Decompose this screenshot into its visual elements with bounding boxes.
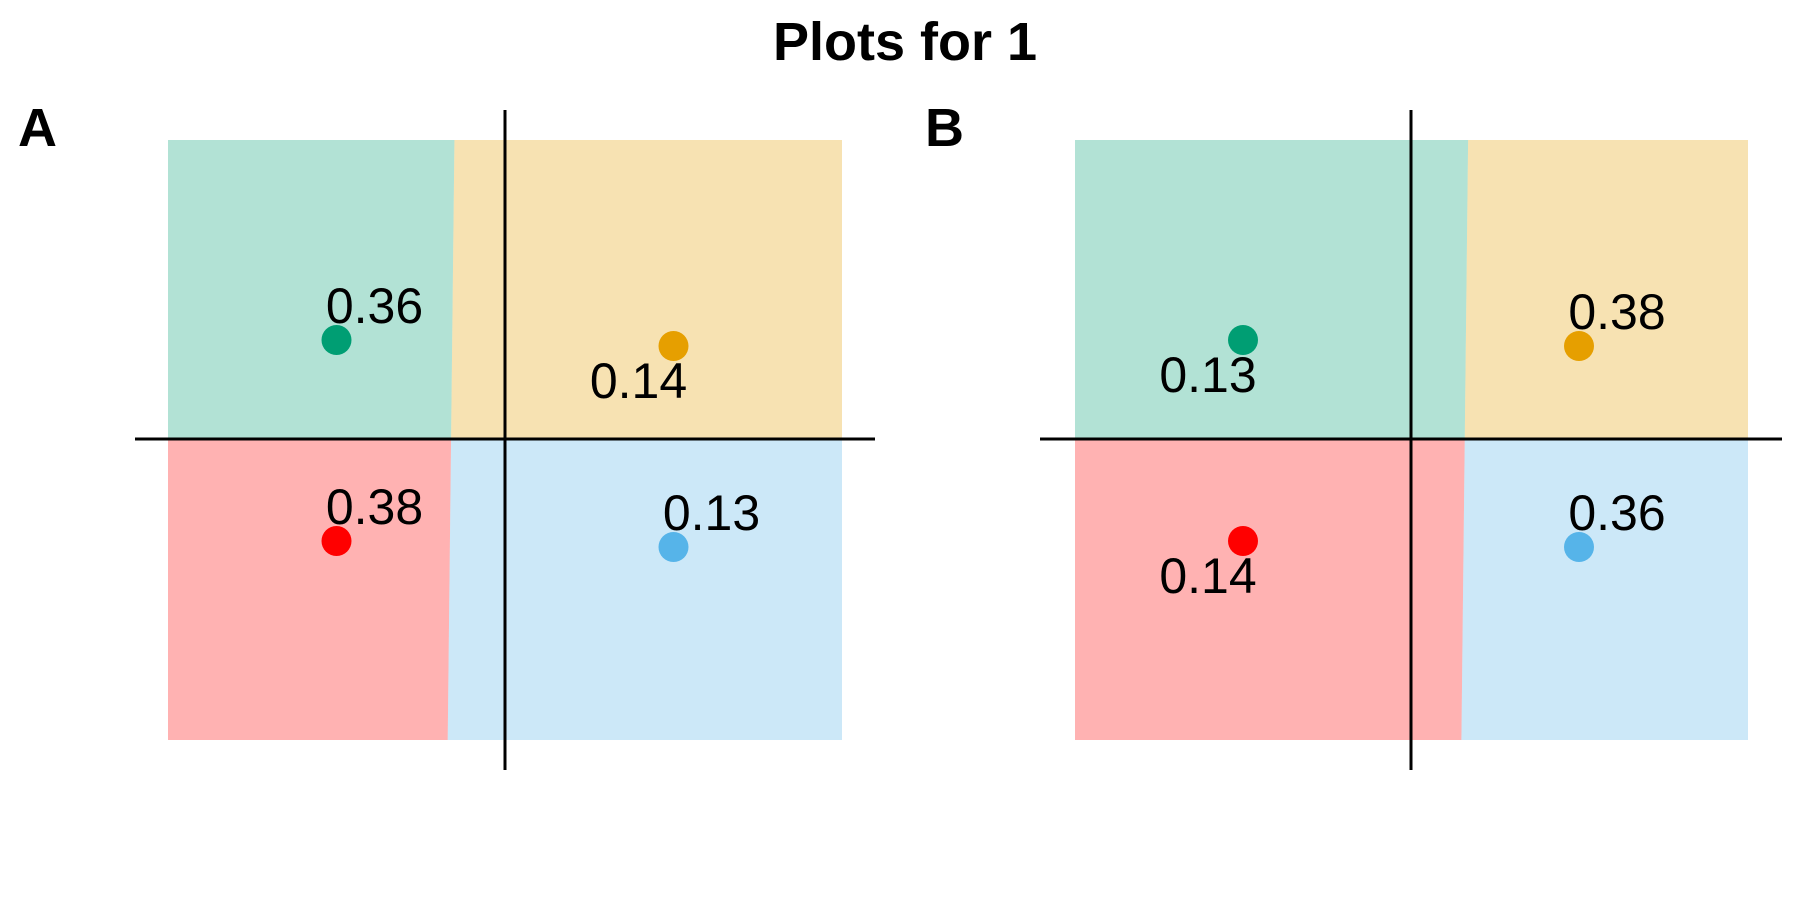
data-point-bottom-right: [658, 532, 689, 562]
data-label-top-left: 0.36: [326, 278, 423, 334]
figure-title: Plots for 1: [773, 12, 1037, 72]
data-point-top-right: [658, 331, 689, 361]
data-point-bottom-left: [321, 526, 352, 556]
data-point-top-left: [321, 325, 352, 355]
panel-letter: B: [925, 98, 964, 158]
data-label-top-right: 0.14: [590, 353, 687, 409]
region-bottom-right: [447, 439, 842, 740]
region-bottom-right: [1461, 439, 1748, 740]
region-top-right: [1464, 140, 1748, 439]
panel-b: B 0.13 0.38 0.14 0.36: [925, 98, 1782, 770]
region-top-left: [1075, 140, 1469, 439]
data-label-top-left: 0.13: [1159, 347, 1256, 403]
data-label-bottom-left: 0.38: [326, 479, 423, 535]
data-point-top-left: [1228, 325, 1258, 355]
data-point-bottom-right: [1564, 532, 1594, 562]
data-label-bottom-left: 0.14: [1159, 548, 1256, 604]
region-bottom-left: [1075, 439, 1465, 740]
region-top-left: [168, 140, 455, 439]
data-label-bottom-right: 0.13: [663, 485, 760, 541]
region-top-right: [451, 140, 842, 439]
region-bottom-left: [168, 439, 452, 740]
data-point-top-right: [1564, 331, 1594, 361]
data-label-top-right: 0.38: [1568, 284, 1665, 340]
data-label-bottom-right: 0.36: [1568, 485, 1665, 541]
panel-a: A 0.36 0.14 0.38 0.13: [18, 98, 875, 770]
panel-letter: A: [18, 98, 57, 158]
data-point-bottom-left: [1228, 526, 1258, 556]
